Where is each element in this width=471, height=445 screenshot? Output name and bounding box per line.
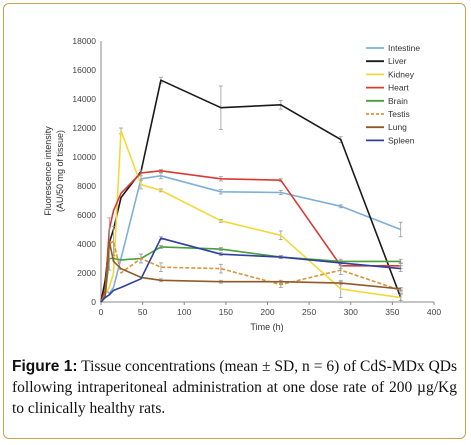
legend-label-heart: Heart — [388, 83, 409, 93]
line-chart: 0200040006000800010000120001400016000180… — [43, 36, 441, 332]
legend-label-kidney: Kidney — [388, 69, 415, 79]
x-tick-label: 0 — [99, 307, 104, 317]
y-tick-label: 18000 — [72, 36, 96, 46]
legend-label-intestine: Intestine — [388, 43, 420, 53]
y-tick-label: 8000 — [77, 181, 96, 191]
series-spleen — [100, 236, 403, 303]
caption-text: Tissue concentrations (mean ± SD, n = 6)… — [12, 358, 458, 417]
figure-frame — [3, 3, 466, 439]
caption-label: Figure 1: — [12, 358, 78, 375]
x-tick-label: 200 — [260, 307, 274, 317]
x-tick-label: 400 — [427, 307, 441, 317]
tick-labels: 0200040006000800010000120001400016000180… — [72, 36, 441, 317]
y-tick-label: 10000 — [72, 152, 96, 162]
legend-label-testis: Testis — [388, 109, 410, 119]
series-line-intestine — [100, 175, 401, 303]
series-intestine — [100, 172, 403, 303]
y-tick-label: 0 — [91, 297, 96, 307]
y-axis-title-line2: (AU/50 mg of tissue) — [55, 130, 65, 212]
series-brain — [100, 245, 403, 303]
legend: Intestine Liver Kidney Heart Brain Testis Lung… — [366, 43, 420, 145]
y-tick-label: 4000 — [77, 239, 96, 249]
y-tick-label: 12000 — [72, 123, 96, 133]
y-tick-label: 6000 — [77, 210, 96, 220]
series-lung — [100, 240, 403, 303]
x-tick-label: 250 — [302, 307, 316, 317]
x-tick-label: 300 — [344, 307, 358, 317]
legend-label-liver: Liver — [388, 56, 407, 66]
legend-label-lung: Lung — [388, 122, 407, 132]
x-tick-label: 350 — [385, 307, 399, 317]
series-testis — [100, 217, 403, 303]
series-line-lung — [100, 240, 401, 303]
series-group — [100, 76, 403, 303]
series-line-testis — [100, 240, 401, 303]
series-kidney — [100, 127, 403, 303]
figure-caption: Figure 1: Tissue concentrations (mean ± … — [12, 356, 457, 419]
series-line-kidney — [100, 130, 401, 303]
x-axis-title: Time (h) — [250, 322, 283, 332]
legend-label-brain: Brain — [388, 96, 408, 106]
series-line-spleen — [100, 237, 401, 303]
y-axis-title-group: Fluorescence intensity (AU/50 mg of tiss… — [43, 126, 65, 216]
x-tick-label: 50 — [138, 307, 148, 317]
y-axis-title-line1: Fluorescence intensity — [43, 126, 53, 216]
x-tick-label: 150 — [219, 307, 233, 317]
y-tick-label: 16000 — [72, 65, 96, 75]
legend-label-spleen: Spleen — [388, 135, 415, 145]
y-tick-label: 2000 — [77, 268, 96, 278]
y-tick-label: 14000 — [72, 94, 96, 104]
x-tick-label: 100 — [177, 307, 191, 317]
